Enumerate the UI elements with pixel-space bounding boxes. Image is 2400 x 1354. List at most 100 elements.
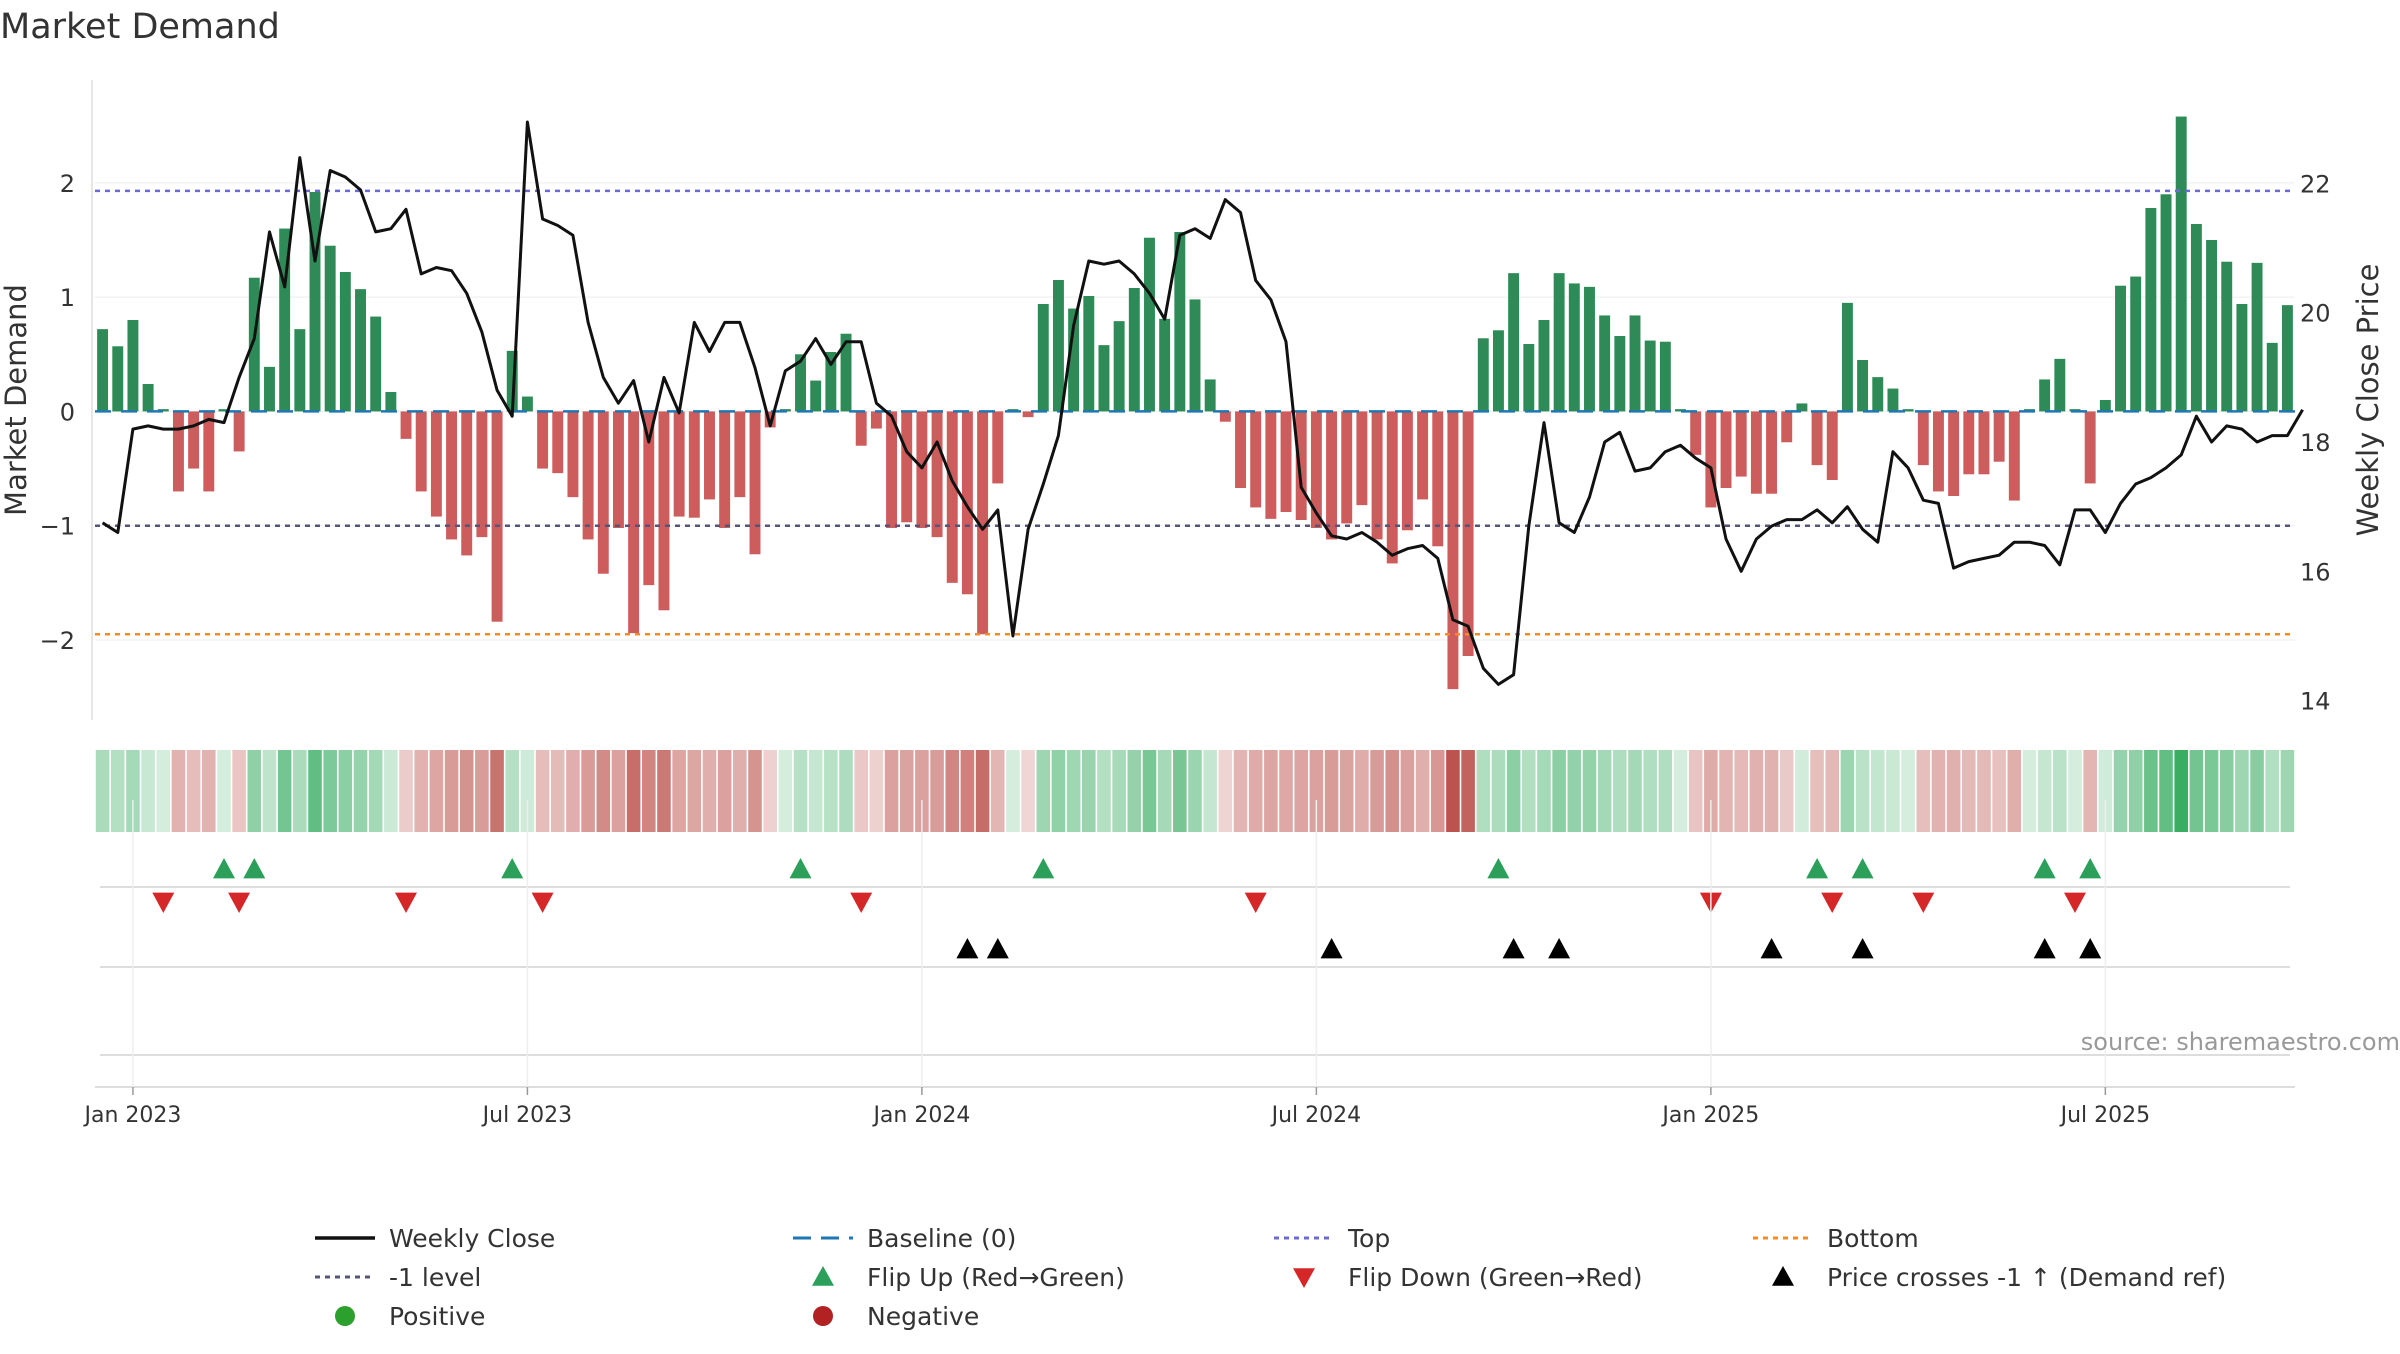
demand-bar (2281, 305, 2293, 412)
y-left-tick-label: −1 (40, 513, 75, 541)
y-left-axis-label: Market Demand (0, 284, 33, 516)
heat-cell (1704, 750, 1718, 832)
demand-bar (1068, 308, 1080, 412)
heat-cell (945, 750, 960, 832)
demand-bar (1811, 411, 1823, 466)
demand-bar (901, 411, 913, 523)
heat-cell (444, 750, 459, 832)
heat-cell (368, 750, 383, 832)
heat-cell (1658, 750, 1673, 832)
demand-bar (1538, 320, 1550, 412)
heat-cell (839, 750, 853, 832)
heat-cell (1491, 750, 1506, 832)
heat-cell (429, 750, 444, 832)
heat-cell (1552, 750, 1566, 832)
demand-bar (855, 411, 867, 446)
flip-up-marker (1851, 858, 1874, 879)
heat-cell (95, 750, 110, 832)
demand-bar (188, 411, 200, 469)
demand-bar (870, 411, 882, 429)
demand-bar (1492, 330, 1504, 412)
demand-bar (704, 411, 715, 500)
demand-bar (1841, 302, 1853, 412)
demand-bar (552, 411, 564, 474)
price-line-group (101, 120, 2304, 686)
heat-cell (672, 750, 686, 832)
heat-cell (657, 750, 671, 832)
demand-bar (355, 289, 366, 412)
heat-cell (2159, 750, 2173, 832)
heat-cell (1355, 750, 1369, 832)
legend-label: Bottom (1827, 1224, 1919, 1253)
heat-cell (1400, 750, 1415, 832)
flip-up-marker (1487, 858, 1510, 879)
heat-cell (1628, 750, 1642, 832)
demand-bar (795, 354, 806, 412)
y-right-tick-label: 14 (2300, 688, 2331, 716)
demand-bar (2084, 411, 2096, 484)
heat-cell (1339, 750, 1354, 832)
demand-bar (1098, 345, 1110, 412)
y-right-tick-label: 18 (2300, 429, 2331, 457)
heat-cell (2022, 750, 2037, 832)
demand-bar (2008, 411, 2020, 501)
heat-cell (748, 750, 762, 832)
demand-bar (415, 411, 427, 492)
legend-label: Positive (389, 1302, 485, 1331)
demand-bar (157, 409, 169, 412)
demand-bar (1796, 403, 1808, 412)
legend-item: Flip Down (Green→Red) (1293, 1263, 1643, 1292)
demand-bar (749, 411, 761, 555)
demand-bar (734, 411, 746, 498)
heat-cell (1188, 750, 1202, 832)
demand-bar (1902, 409, 1914, 412)
legend-item: Negative (813, 1302, 979, 1331)
demand-bar (1872, 377, 1884, 412)
heat-cell (2144, 750, 2158, 832)
heat-cell (1506, 750, 1521, 832)
heat-cell (1613, 750, 1627, 832)
heat-cell (793, 750, 808, 832)
demand-bar (1523, 344, 1535, 412)
heat-cell (854, 750, 868, 832)
flip-down-marker (2064, 892, 2086, 913)
legend-triangle-up-icon (1772, 1266, 1794, 1286)
demand-bar (2175, 116, 2187, 412)
heat-cell (1385, 750, 1400, 832)
heat-cell (1749, 750, 1764, 832)
heat-cell (262, 750, 277, 832)
legend: Weekly Close Baseline (0) Top Bottom -1 leve… (315, 1224, 2226, 1331)
heat-cell (1567, 750, 1582, 832)
heat-cell (1946, 750, 1961, 832)
demand-bar (1948, 411, 1960, 496)
demand-bar (1250, 411, 1262, 508)
demand-bar (688, 411, 700, 518)
heat-cell (1415, 750, 1430, 832)
legend-item: Baseline (0) (793, 1224, 1016, 1253)
demand-bar (2236, 304, 2248, 412)
flip-up-marker (2033, 858, 2056, 879)
demand-bar (248, 277, 260, 412)
heat-cell (535, 750, 550, 832)
legend-item: Top (1274, 1224, 1390, 1253)
heat-cell (353, 750, 368, 832)
flip-down-marker (228, 892, 251, 913)
heat-cell (975, 750, 990, 832)
heat-cell (459, 750, 474, 832)
demand-bar (339, 272, 351, 412)
heat-cell (1992, 750, 2006, 832)
flip-down-marker (395, 892, 417, 913)
x-axis: Jan 2023 Jul 2023 Jan 2024 Jul 2024 Jan 2025… (82, 800, 2295, 1128)
demand-bar (1447, 411, 1459, 690)
demand-bar (1174, 232, 1186, 412)
demand-bar (886, 411, 898, 528)
legend-label: Weekly Close (389, 1224, 555, 1253)
heat-cell (323, 750, 337, 832)
y-left-tick-label: 1 (60, 284, 75, 312)
heat-cell (2250, 750, 2264, 832)
heat-cell (869, 750, 884, 832)
heat-cell (1764, 750, 1779, 832)
legend-circle-icon (335, 1306, 355, 1326)
chart-title: Market Demand (0, 7, 280, 47)
weekly-close-line (101, 120, 2304, 686)
